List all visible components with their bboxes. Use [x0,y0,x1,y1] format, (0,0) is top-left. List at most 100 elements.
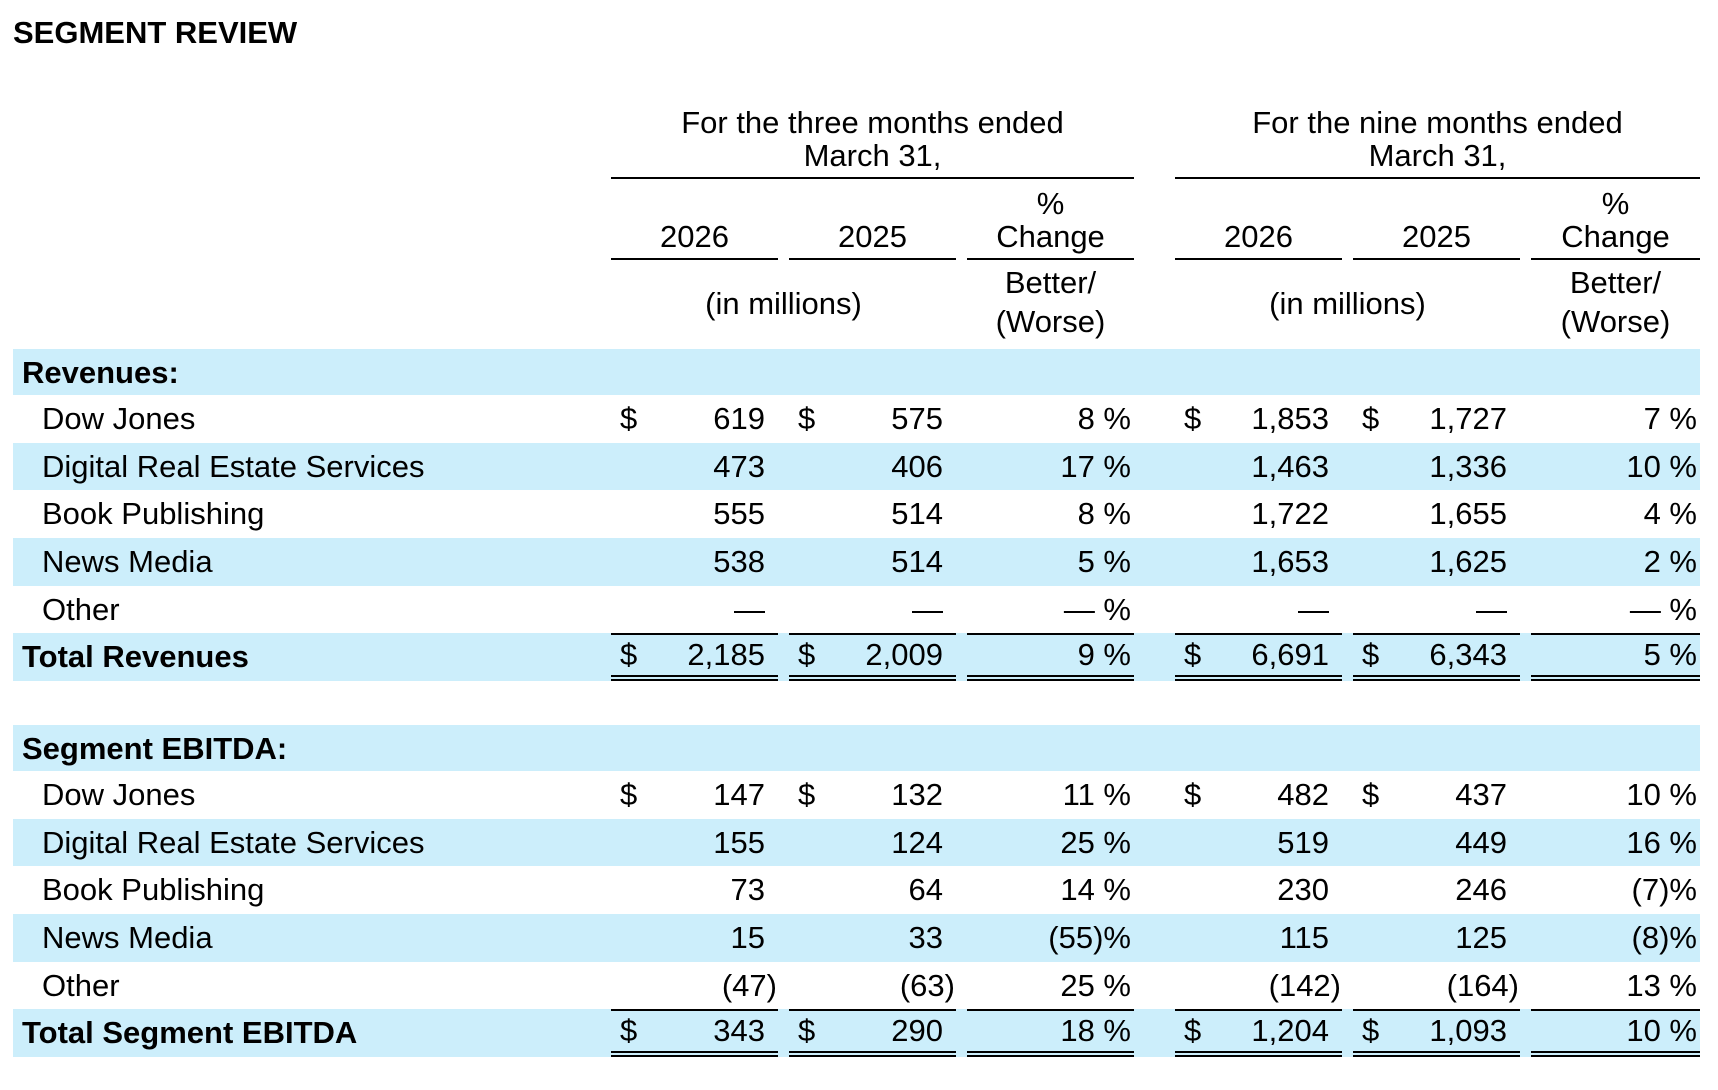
percent-change-value: (8)% [1631,920,1697,956]
value-cell: $1,853 [1175,395,1342,443]
value-cell: 7 % [1531,395,1700,443]
value-cell: $1,204 [1175,1009,1342,1058]
value-cell: — [789,586,956,634]
table-row: News Media 15 33 (55)% 115 125 (8)% [0,914,1718,962]
percent-change-value: 25 % [1060,824,1131,860]
value-cell: 124 [789,819,956,867]
column-header-rule [611,258,778,260]
section-title: Segment EBITDA: [22,731,288,766]
value-cell: 519 [1175,819,1342,867]
percent-header-label: Change [996,219,1105,254]
amount-value: 406 [891,448,943,484]
amount-value: 1,336 [1429,448,1507,484]
value-cell: — [1353,586,1520,634]
row-label: Digital Real Estate Services [42,824,425,860]
amount-value: 115 [1279,920,1329,956]
value-cell: 13 % [1531,962,1700,1010]
value-cell: 16 % [1531,819,1700,867]
table-row: Dow Jones $147 $132 11 % $482 $437 10 % [0,771,1718,819]
amount-value: 15 [730,920,765,956]
amount-value: 2,185 [687,637,765,673]
amount-value: 1,463 [1251,448,1329,484]
amount-value: 147 [713,777,765,812]
value-cell: 1,625 [1353,538,1520,586]
value-cell: 5 % [967,538,1134,586]
amount-value: 230 [1277,872,1329,908]
amount-value: 1,093 [1429,1013,1507,1049]
value-cell: $6,691 [1175,633,1342,682]
value-cell: (142) [1175,962,1342,1010]
year-header: 2025 [1402,219,1471,254]
value-cell: 2 % [1531,538,1700,586]
table-row: Digital Real Estate Services 155 124 25 % 51… [0,818,1718,867]
period-heading-line1: For the nine months ended [1252,105,1623,140]
percent-change-value: 8 % [1077,496,1131,532]
currency-symbol: $ [798,401,816,436]
row-label: Book Publishing [42,872,265,908]
value-cell: 18 % [967,1009,1134,1058]
value-cell: 15 [611,914,778,962]
table-row: News Media 538 514 5 % 1,653 1,625 2 % [0,538,1718,586]
row-shading [13,633,1700,682]
amount-value: 449 [1455,824,1507,860]
column-header-rule [1353,258,1520,260]
amount-value: 6,691 [1251,637,1329,673]
value-cell: $1,093 [1353,1009,1520,1058]
currency-symbol: $ [1362,777,1380,812]
row-label: Dow Jones [42,401,196,436]
currency-symbol: $ [620,637,638,673]
value-cell: $1,727 [1353,395,1520,443]
amount-value: — [912,591,943,627]
value-cell: 230 [1175,866,1342,914]
amount-value: 155 [713,824,765,860]
currency-symbol: $ [1184,637,1202,673]
amount-value: 482 [1277,777,1329,812]
value-cell: (164) [1353,962,1520,1010]
currency-symbol: $ [620,777,638,812]
value-cell: 4 % [1531,490,1700,538]
percent-change-value: 10 % [1626,777,1697,812]
value-cell: 538 [611,538,778,586]
period-heading-rule [1175,177,1700,179]
value-cell: 10 % [1531,443,1700,491]
value-cell: $147 [611,771,778,819]
direction-note-line2: (Worse) [995,304,1106,339]
amount-value: 1,655 [1429,496,1507,532]
amount-value: 514 [891,544,943,580]
column-header-rule [1175,258,1342,260]
percent-change-value: 16 % [1626,824,1697,860]
value-cell: 17 % [967,443,1134,491]
column-header-rule [967,258,1134,260]
column-header-rule [789,258,956,260]
value-cell: $482 [1175,771,1342,819]
currency-symbol: $ [1362,637,1380,673]
value-cell: 25 % [967,962,1134,1010]
period-heading-line2: March 31, [1368,138,1507,173]
row-shading [13,538,1700,586]
value-cell: 11 % [967,771,1134,819]
amount-value: 64 [908,872,943,908]
total-row: Total Revenues $2,185 $2,009 9 % $6,691 $6,34… [0,633,1718,682]
column-header-rule [1531,258,1700,260]
amount-value: 33 [908,920,943,956]
amount-value: 6,343 [1429,637,1507,673]
segment-ebitda-section: Segment EBITDA: Dow Jones $147 $132 11 % $482… [0,725,1718,1058]
value-cell: 10 % [1531,771,1700,819]
value-cell: 14 % [967,866,1134,914]
table-row: Book Publishing 73 64 14 % 230 246 (7)% [0,866,1718,914]
amount-value: 290 [891,1013,943,1049]
currency-symbol: $ [1184,1013,1202,1049]
value-cell: $2,009 [789,633,956,682]
row-shading [13,349,1700,395]
value-cell: 8 % [967,395,1134,443]
revenues-section: Revenues: Dow Jones $619 $575 8 % $1,853 $1,72… [0,349,1718,682]
value-cell: 10 % [1531,1009,1700,1058]
period-heading-line2: March 31, [803,138,942,173]
amount-value: 1,625 [1429,544,1507,580]
value-cell: 1,336 [1353,443,1520,491]
value-cell: 155 [611,819,778,867]
table-row: Dow Jones $619 $575 8 % $1,853 $1,727 7 % [0,395,1718,443]
amount-value: 73 [730,872,765,908]
row-label: News Media [42,920,213,956]
page-title: SEGMENT REVIEW [13,15,298,50]
